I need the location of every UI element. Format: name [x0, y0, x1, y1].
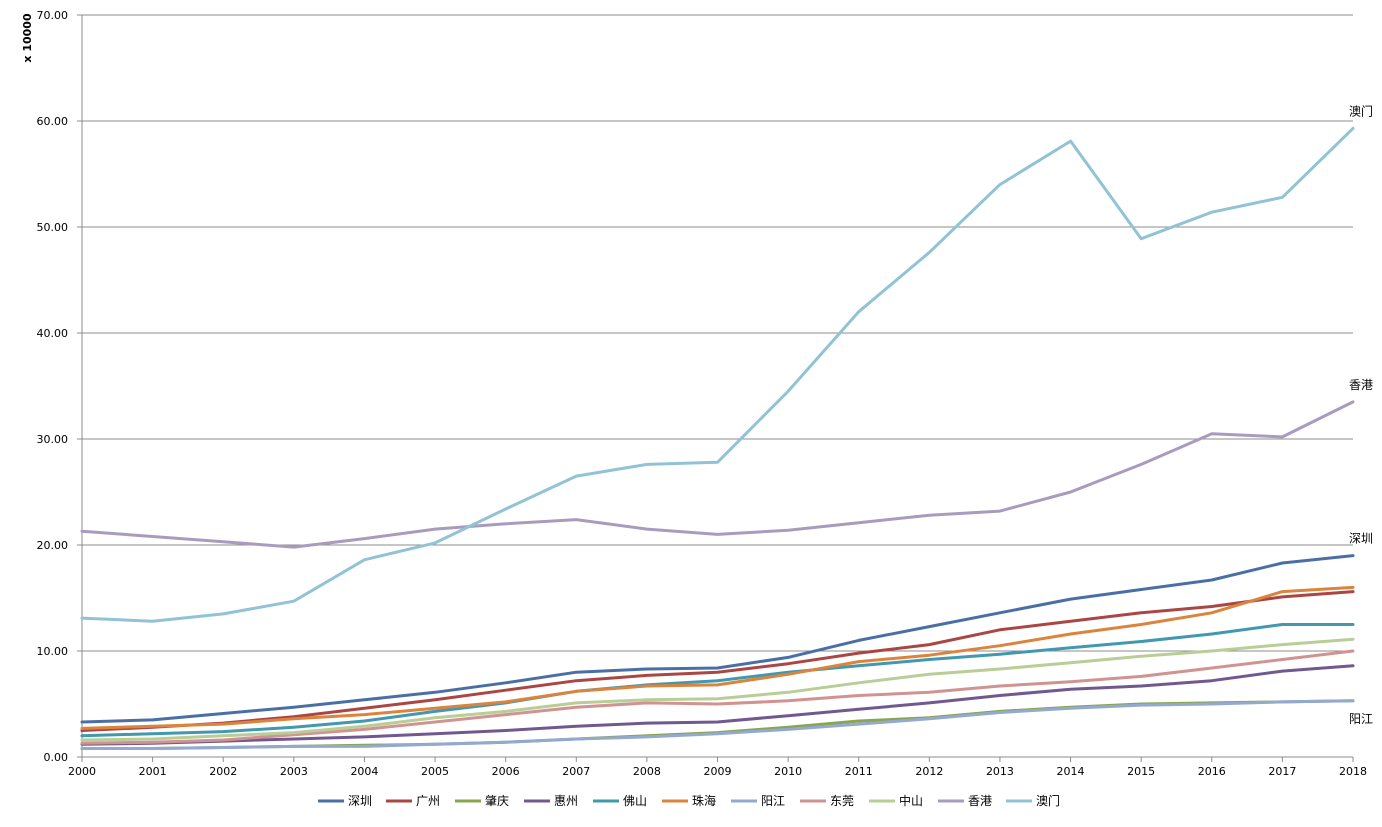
- x-tick-label: 2014: [1057, 765, 1085, 778]
- y-tick-label: 20.00: [37, 539, 69, 552]
- series-line-10: [80, 126, 1355, 623]
- legend-label-5: 珠海: [692, 793, 716, 808]
- x-tick-label: 2004: [350, 765, 378, 778]
- legend-label-0: 深圳: [348, 794, 372, 808]
- x-tick-label: 2015: [1127, 765, 1155, 778]
- x-tick-label: 2018: [1339, 765, 1367, 778]
- legend-label-10: 澳门: [1036, 793, 1060, 808]
- series-line-8: [80, 637, 1355, 742]
- legend-label-1: 广州: [416, 794, 440, 808]
- y-tick-label: 10.00: [37, 645, 69, 658]
- legend: 深圳 广州 肇庆 惠州 佛山 珠海 阳江 东莞 中山 香港 澳门: [318, 793, 1060, 808]
- y-tick-label: 50.00: [37, 221, 69, 234]
- x-tick-label: 2010: [774, 765, 802, 778]
- series-lines: [80, 126, 1355, 750]
- x-tick-label: 2007: [562, 765, 590, 778]
- x-tick-label: 2011: [845, 765, 873, 778]
- series-line-5: [80, 585, 1355, 730]
- x-tick-label: 2006: [492, 765, 520, 778]
- y-tick-label: 70.00: [37, 9, 69, 22]
- x-tick-label: 2017: [1268, 765, 1296, 778]
- end-label: 澳门: [1349, 103, 1373, 118]
- legend-label-8: 中山: [899, 793, 923, 808]
- y-tick-label: 40.00: [37, 327, 69, 340]
- axes: 0.00 10.00 20.00 30.00 40.00 50.00 60.00 70.00 2…: [37, 9, 1368, 778]
- legend-label-3: 惠州: [554, 794, 578, 808]
- y-tick-label: 30.00: [37, 433, 69, 446]
- end-label: 香港: [1349, 378, 1373, 392]
- x-tick-label: 2001: [139, 765, 167, 778]
- series-line-3: [80, 664, 1355, 746]
- legend-label-4: 佛山: [623, 794, 647, 808]
- x-tick-label: 2005: [421, 765, 449, 778]
- legend-label-9: 香港: [968, 794, 992, 808]
- y-tick-label: 60.00: [37, 115, 69, 128]
- y-tick-label: 0.00: [44, 751, 69, 764]
- x-tick-label: 2000: [68, 765, 96, 778]
- x-tick-label: 2012: [915, 765, 943, 778]
- series-line-7: [80, 649, 1355, 745]
- gridlines: [82, 14, 1353, 652]
- x-tick-label: 2013: [986, 765, 1014, 778]
- series-line-0: [80, 554, 1355, 724]
- x-tick-label: 2016: [1198, 765, 1226, 778]
- series-line-4: [80, 623, 1355, 738]
- end-label: 阳江: [1349, 712, 1373, 726]
- series-line-6: [80, 699, 1355, 750]
- series-line-9: [80, 400, 1355, 549]
- legend-label-6: 阳江: [761, 794, 785, 808]
- x-tick-label: 2008: [633, 765, 661, 778]
- series-line-1: [80, 590, 1355, 732]
- x-tick-label: 2003: [280, 765, 308, 778]
- end-label: 深圳: [1349, 532, 1373, 546]
- y-axis-unit-label: x 10000: [21, 13, 34, 63]
- legend-label-7: 东莞: [830, 794, 854, 808]
- x-tick-label: 2009: [704, 765, 732, 778]
- legend-label-2: 肇庆: [485, 793, 509, 808]
- x-tick-label: 2002: [209, 765, 237, 778]
